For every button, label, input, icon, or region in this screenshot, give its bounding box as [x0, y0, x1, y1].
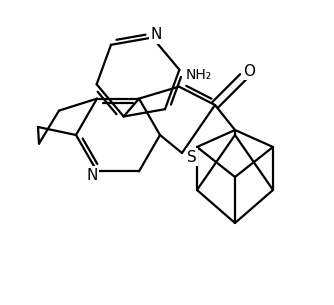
Text: N: N [86, 168, 98, 183]
Text: O: O [243, 63, 255, 78]
Text: N: N [151, 27, 162, 42]
Text: NH₂: NH₂ [186, 68, 212, 82]
Text: S: S [187, 149, 197, 164]
